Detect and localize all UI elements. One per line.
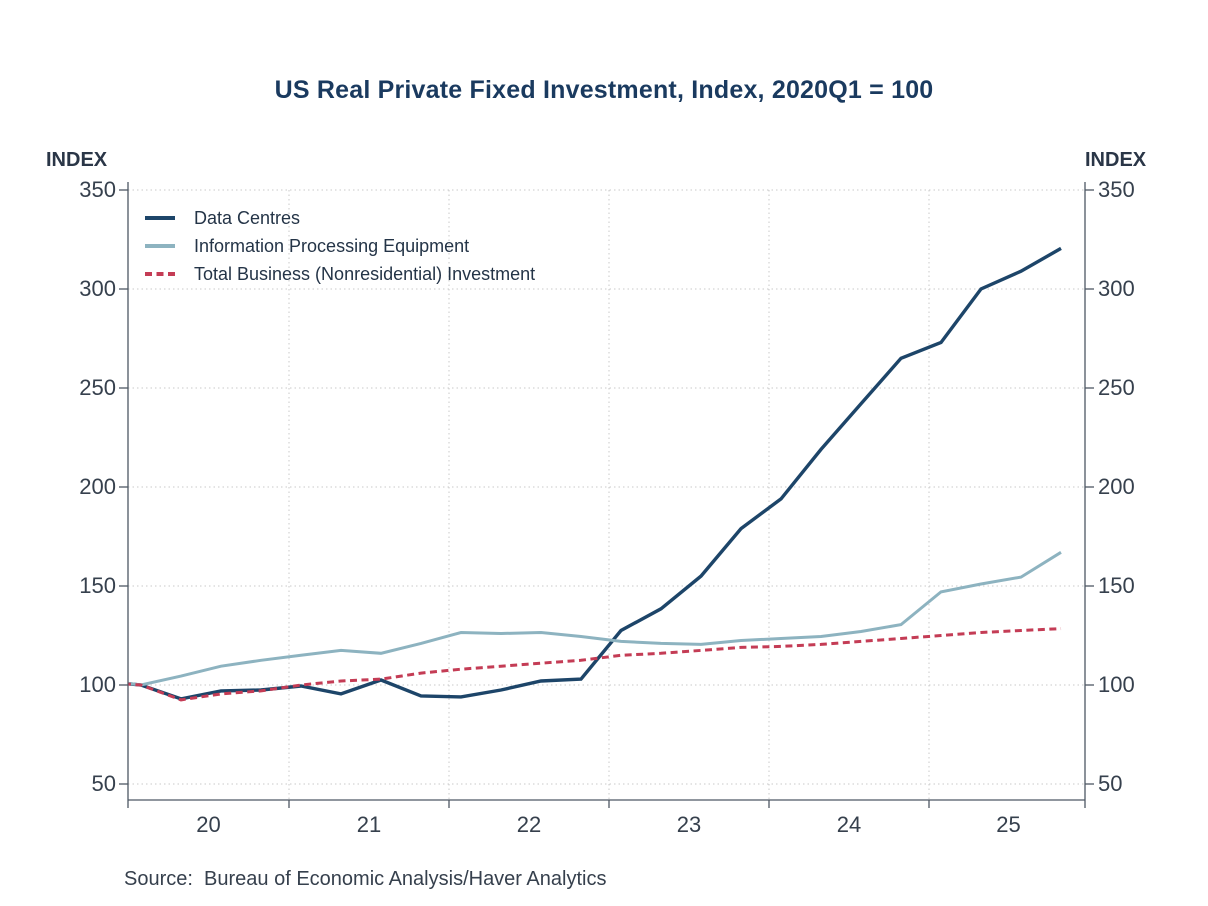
legend-line-sample-solid-navy [145,216,175,220]
ytick-label-right: 250 [1098,375,1135,400]
y-axis-unit-label-right: INDEX [1085,149,1147,171]
ytick-label-right: 350 [1098,177,1135,202]
ytick-label-left: 350 [79,177,116,202]
xtick-label-year: 23 [676,812,702,837]
ytick-label-left: 200 [79,474,116,499]
ytick-label-left: 250 [79,375,116,400]
xtick-label-year: 25 [996,812,1021,837]
series-line-data-centres [128,246,1062,701]
data-series [128,246,1062,702]
legend-line-sample-dashed-red [145,272,175,276]
series-line-information-processing-equipment [128,551,1062,687]
legend-item-total-business: Total Business (Nonresidential) Investme… [145,260,535,288]
ytick-label-left: 150 [79,573,116,598]
chart-title: US Real Private Fixed Investment, Index,… [274,76,934,104]
ytick-label-right: 50 [1098,771,1123,796]
gridlines [128,189,1085,799]
ytick-label-left: 300 [79,276,116,301]
legend-line-sample-solid-lightblue [145,244,175,248]
axes [119,182,1094,808]
ytick-label-right: 300 [1098,276,1135,301]
legend-label: Total Business (Nonresidential) Investme… [194,263,536,284]
ytick-label-right: 200 [1098,474,1135,499]
y-axis-unit-label-left: INDEX [46,149,108,171]
xtick-label-year: 20 [196,812,221,837]
series-line-total-business-nonresidential-investment [128,627,1062,702]
legend-label: Data Centres [194,207,301,228]
legend-label: Information Processing Equipment [194,235,470,256]
ytick-label-right: 150 [1098,573,1135,598]
source-note: Source: Bureau of Economic Analysis/Have… [124,868,607,890]
ytick-label-left: 100 [79,672,116,697]
xtick-label-year: 22 [516,812,542,837]
xtick-label-year: 24 [836,812,862,837]
ytick-label-left: 50 [91,771,116,796]
legend-item-info-processing: Information Processing Equipment [145,232,535,260]
ytick-label-right: 100 [1098,672,1135,697]
legend-item-data-centres: Data Centres [145,204,535,232]
xtick-label-year: 21 [356,812,382,837]
legend: Data Centres Information Processing Equi… [145,204,535,288]
